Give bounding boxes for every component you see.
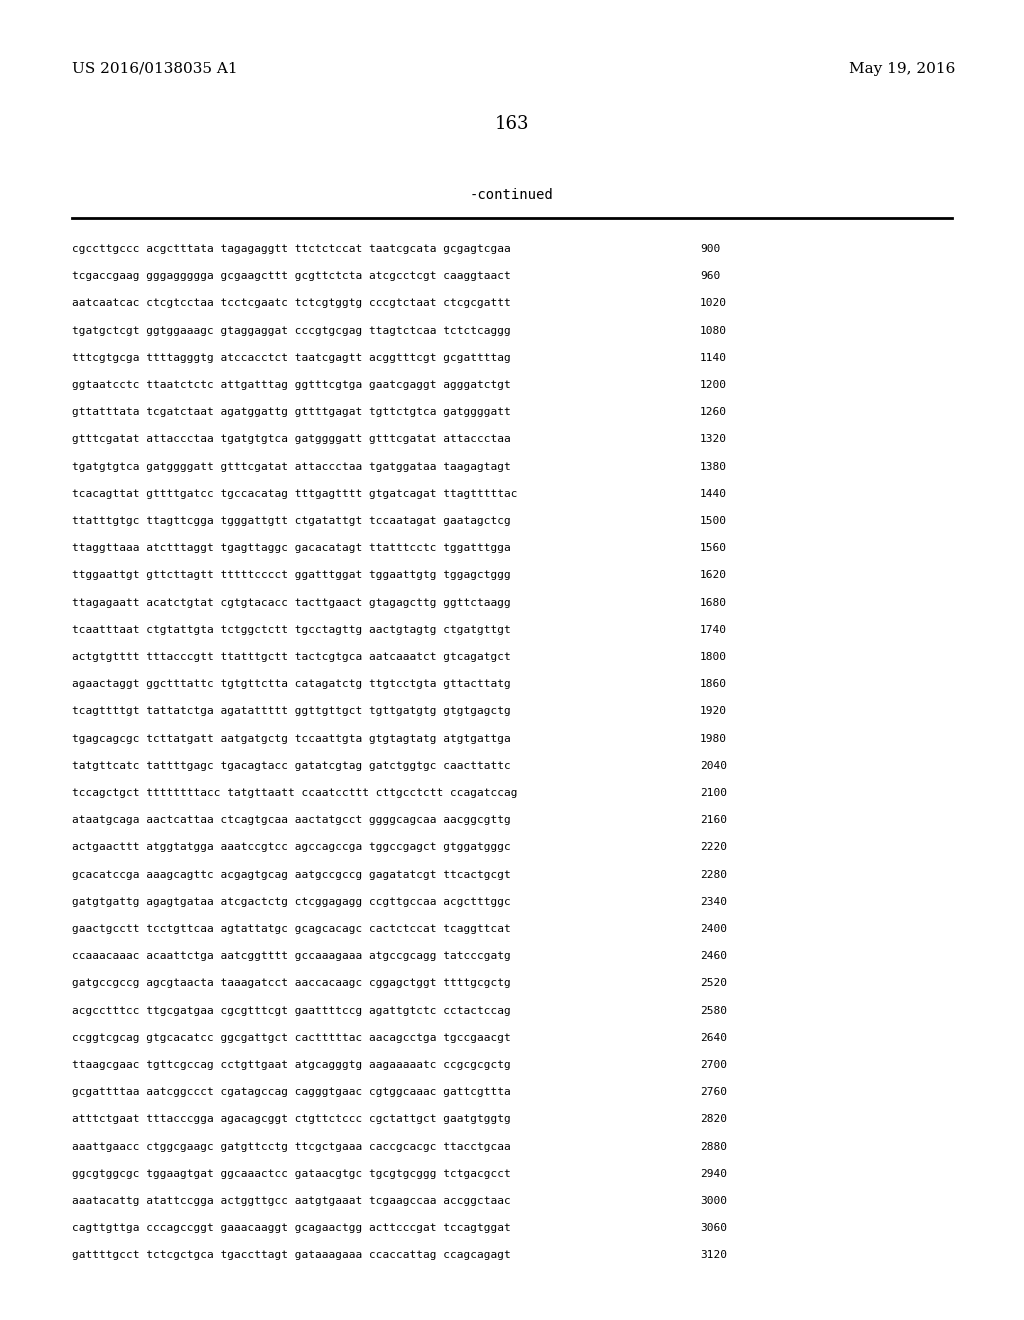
Text: cagttgttga cccagccggt gaaacaaggt gcagaactgg acttcccgat tccagtggat: cagttgttga cccagccggt gaaacaaggt gcagaac… — [72, 1224, 511, 1233]
Text: 1500: 1500 — [700, 516, 727, 525]
Text: 2520: 2520 — [700, 978, 727, 989]
Text: 960: 960 — [700, 271, 720, 281]
Text: tatgttcatc tattttgagc tgacagtacc gatatcgtag gatctggtgc caacttattc: tatgttcatc tattttgagc tgacagtacc gatatcg… — [72, 760, 511, 771]
Text: 900: 900 — [700, 244, 720, 253]
Text: gatgtgattg agagtgataa atcgactctg ctcggagagg ccgttgccaa acgctttggc: gatgtgattg agagtgataa atcgactctg ctcggag… — [72, 896, 511, 907]
Text: 2580: 2580 — [700, 1006, 727, 1015]
Text: 1740: 1740 — [700, 624, 727, 635]
Text: 2280: 2280 — [700, 870, 727, 879]
Text: ttaggttaaa atctttaggt tgagttaggc gacacatagt ttatttcctc tggatttgga: ttaggttaaa atctttaggt tgagttaggc gacacat… — [72, 544, 511, 553]
Text: tcaatttaat ctgtattgta tctggctctt tgcctagttg aactgtagtg ctgatgttgt: tcaatttaat ctgtattgta tctggctctt tgcctag… — [72, 624, 511, 635]
Text: gttatttata tcgatctaat agatggattg gttttgagat tgttctgtca gatggggatt: gttatttata tcgatctaat agatggattg gttttga… — [72, 407, 511, 417]
Text: gattttgcct tctcgctgca tgaccttagt gataaagaaa ccaccattag ccagcagagt: gattttgcct tctcgctgca tgaccttagt gataaag… — [72, 1250, 511, 1261]
Text: gtttcgatat attaccctaa tgatgtgtca gatggggatt gtttcgatat attaccctaa: gtttcgatat attaccctaa tgatgtgtca gatgggg… — [72, 434, 511, 445]
Text: tgagcagcgc tcttatgatt aatgatgctg tccaattgta gtgtagtatg atgtgattga: tgagcagcgc tcttatgatt aatgatgctg tccaatt… — [72, 734, 511, 743]
Text: 2460: 2460 — [700, 952, 727, 961]
Text: ttatttgtgc ttagttcgga tgggattgtt ctgatattgt tccaatagat gaatagctcg: ttatttgtgc ttagttcgga tgggattgtt ctgatat… — [72, 516, 511, 525]
Text: 1980: 1980 — [700, 734, 727, 743]
Text: tcgaccgaag gggaggggga gcgaagcttt gcgttctcta atcgcctcgt caaggtaact: tcgaccgaag gggaggggga gcgaagcttt gcgttct… — [72, 271, 511, 281]
Text: 3120: 3120 — [700, 1250, 727, 1261]
Text: 2340: 2340 — [700, 896, 727, 907]
Text: atttctgaat tttacccgga agacagcggt ctgttctccc cgctattgct gaatgtggtg: atttctgaat tttacccgga agacagcggt ctgttct… — [72, 1114, 511, 1125]
Text: gatgccgccg agcgtaacta taaagatcct aaccacaagc cggagctggt ttttgcgctg: gatgccgccg agcgtaacta taaagatcct aaccaca… — [72, 978, 511, 989]
Text: 1200: 1200 — [700, 380, 727, 389]
Text: ttaagcgaac tgttcgccag cctgttgaat atgcagggtg aagaaaaatc ccgcgcgctg: ttaagcgaac tgttcgccag cctgttgaat atgcagg… — [72, 1060, 511, 1071]
Text: 1080: 1080 — [700, 326, 727, 335]
Text: aaattgaacc ctggcgaagc gatgttcctg ttcgctgaaa caccgcacgc ttacctgcaa: aaattgaacc ctggcgaagc gatgttcctg ttcgctg… — [72, 1142, 511, 1151]
Text: ttggaattgt gttcttagtt tttttcccct ggatttggat tggaattgtg tggagctggg: ttggaattgt gttcttagtt tttttcccct ggatttg… — [72, 570, 511, 581]
Text: 2400: 2400 — [700, 924, 727, 935]
Text: 2820: 2820 — [700, 1114, 727, 1125]
Text: 1560: 1560 — [700, 544, 727, 553]
Text: tcagttttgt tattatctga agatattttt ggttgttgct tgttgatgtg gtgtgagctg: tcagttttgt tattatctga agatattttt ggttgtt… — [72, 706, 511, 717]
Text: cgccttgccc acgctttata tagagaggtt ttctctccat taatcgcata gcgagtcgaa: cgccttgccc acgctttata tagagaggtt ttctctc… — [72, 244, 511, 253]
Text: gaactgcctt tcctgttcaa agtattatgc gcagcacagc cactctccat tcaggttcat: gaactgcctt tcctgttcaa agtattatgc gcagcac… — [72, 924, 511, 935]
Text: gcacatccga aaagcagttc acgagtgcag aatgccgccg gagatatcgt ttcactgcgt: gcacatccga aaagcagttc acgagtgcag aatgccg… — [72, 870, 511, 879]
Text: actgtgtttt tttacccgtt ttatttgctt tactcgtgca aatcaaatct gtcagatgct: actgtgtttt tttacccgtt ttatttgctt tactcgt… — [72, 652, 511, 663]
Text: 3060: 3060 — [700, 1224, 727, 1233]
Text: 1440: 1440 — [700, 488, 727, 499]
Text: -continued: -continued — [470, 187, 554, 202]
Text: 1680: 1680 — [700, 598, 727, 607]
Text: ccaaacaaac acaattctga aatcggtttt gccaaagaaa atgccgcagg tatcccgatg: ccaaacaaac acaattctga aatcggtttt gccaaag… — [72, 952, 511, 961]
Text: 1320: 1320 — [700, 434, 727, 445]
Text: May 19, 2016: May 19, 2016 — [849, 62, 955, 77]
Text: aatcaatcac ctcgtcctaa tcctcgaatc tctcgtggtg cccgtctaat ctcgcgattt: aatcaatcac ctcgtcctaa tcctcgaatc tctcgtg… — [72, 298, 511, 309]
Text: ggcgtggcgc tggaagtgat ggcaaactcc gataacgtgc tgcgtgcggg tctgacgcct: ggcgtggcgc tggaagtgat ggcaaactcc gataacg… — [72, 1168, 511, 1179]
Text: 2220: 2220 — [700, 842, 727, 853]
Text: 2760: 2760 — [700, 1088, 727, 1097]
Text: tccagctgct ttttttttacc tatgttaatt ccaatccttt cttgcctctt ccagatccag: tccagctgct ttttttttacc tatgttaatt ccaatc… — [72, 788, 517, 799]
Text: ataatgcaga aactcattaa ctcagtgcaa aactatgcct ggggcagcaa aacggcgttg: ataatgcaga aactcattaa ctcagtgcaa aactatg… — [72, 816, 511, 825]
Text: 1020: 1020 — [700, 298, 727, 309]
Text: acgcctttcc ttgcgatgaa cgcgtttcgt gaattttccg agattgtctc cctactccag: acgcctttcc ttgcgatgaa cgcgtttcgt gaatttt… — [72, 1006, 511, 1015]
Text: 1800: 1800 — [700, 652, 727, 663]
Text: ggtaatcctc ttaatctctc attgatttag ggtttcgtga gaatcgaggt agggatctgt: ggtaatcctc ttaatctctc attgatttag ggtttcg… — [72, 380, 511, 389]
Text: 1860: 1860 — [700, 680, 727, 689]
Text: tttcgtgcga ttttagggtg atccacctct taatcgagtt acggtttcgt gcgattttag: tttcgtgcga ttttagggtg atccacctct taatcga… — [72, 352, 511, 363]
Text: 1620: 1620 — [700, 570, 727, 581]
Text: 1380: 1380 — [700, 462, 727, 471]
Text: 2700: 2700 — [700, 1060, 727, 1071]
Text: 2880: 2880 — [700, 1142, 727, 1151]
Text: 2640: 2640 — [700, 1032, 727, 1043]
Text: 1260: 1260 — [700, 407, 727, 417]
Text: 2940: 2940 — [700, 1168, 727, 1179]
Text: 1920: 1920 — [700, 706, 727, 717]
Text: ccggtcgcag gtgcacatcc ggcgattgct cactttttac aacagcctga tgccgaacgt: ccggtcgcag gtgcacatcc ggcgattgct cactttt… — [72, 1032, 511, 1043]
Text: agaactaggt ggctttattc tgtgttctta catagatctg ttgtcctgta gttacttatg: agaactaggt ggctttattc tgtgttctta catagat… — [72, 680, 511, 689]
Text: aaatacattg atattccgga actggttgcc aatgtgaaat tcgaagccaa accggctaac: aaatacattg atattccgga actggttgcc aatgtga… — [72, 1196, 511, 1206]
Text: actgaacttt atggtatgga aaatccgtcc agccagccga tggccgagct gtggatgggc: actgaacttt atggtatgga aaatccgtcc agccagc… — [72, 842, 511, 853]
Text: gcgattttaa aatcggccct cgatagccag cagggtgaac cgtggcaaac gattcgttta: gcgattttaa aatcggccct cgatagccag cagggtg… — [72, 1088, 511, 1097]
Text: 1140: 1140 — [700, 352, 727, 363]
Text: US 2016/0138035 A1: US 2016/0138035 A1 — [72, 62, 238, 77]
Text: 163: 163 — [495, 115, 529, 133]
Text: tgatgtgtca gatggggatt gtttcgatat attaccctaa tgatggataa taagagtagt: tgatgtgtca gatggggatt gtttcgatat attaccc… — [72, 462, 511, 471]
Text: tcacagttat gttttgatcc tgccacatag tttgagtttt gtgatcagat ttagtttttac: tcacagttat gttttgatcc tgccacatag tttgagt… — [72, 488, 517, 499]
Text: 2040: 2040 — [700, 760, 727, 771]
Text: 3000: 3000 — [700, 1196, 727, 1206]
Text: 2160: 2160 — [700, 816, 727, 825]
Text: tgatgctcgt ggtggaaagc gtaggaggat cccgtgcgag ttagtctcaa tctctcaggg: tgatgctcgt ggtggaaagc gtaggaggat cccgtgc… — [72, 326, 511, 335]
Text: 2100: 2100 — [700, 788, 727, 799]
Text: ttagagaatt acatctgtat cgtgtacacc tacttgaact gtagagcttg ggttctaagg: ttagagaatt acatctgtat cgtgtacacc tacttga… — [72, 598, 511, 607]
